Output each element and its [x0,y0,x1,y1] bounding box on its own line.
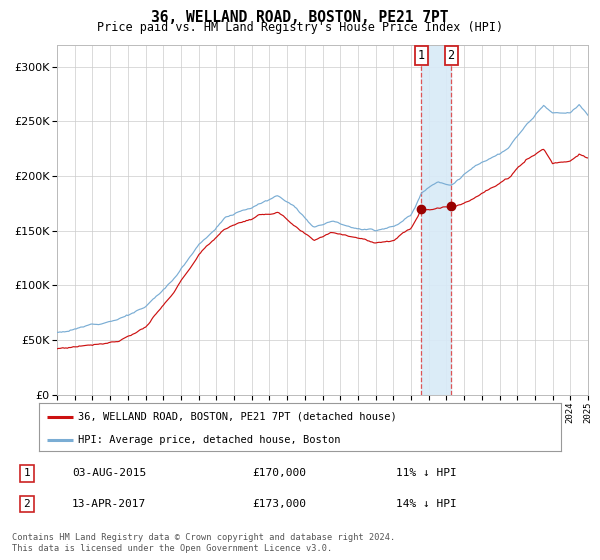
Text: HPI: Average price, detached house, Boston: HPI: Average price, detached house, Bost… [78,435,341,445]
Text: 11% ↓ HPI: 11% ↓ HPI [396,468,457,478]
Text: 14% ↓ HPI: 14% ↓ HPI [396,499,457,509]
Text: £173,000: £173,000 [252,499,306,509]
Bar [421,45,451,395]
Text: 2: 2 [23,499,31,509]
Text: 03-AUG-2015: 03-AUG-2015 [72,468,146,478]
Text: 36, WELLAND ROAD, BOSTON, PE21 7PT: 36, WELLAND ROAD, BOSTON, PE21 7PT [151,10,449,25]
Text: 1: 1 [418,49,425,62]
Text: 13-APR-2017: 13-APR-2017 [72,499,146,509]
Text: Price paid vs. HM Land Registry's House Price Index (HPI): Price paid vs. HM Land Registry's House … [97,21,503,34]
Text: 1: 1 [23,468,31,478]
Text: £170,000: £170,000 [252,468,306,478]
Text: 2: 2 [448,49,455,62]
Text: 36, WELLAND ROAD, BOSTON, PE21 7PT (detached house): 36, WELLAND ROAD, BOSTON, PE21 7PT (deta… [78,412,397,422]
Text: Contains HM Land Registry data © Crown copyright and database right 2024.
This d: Contains HM Land Registry data © Crown c… [12,533,395,553]
